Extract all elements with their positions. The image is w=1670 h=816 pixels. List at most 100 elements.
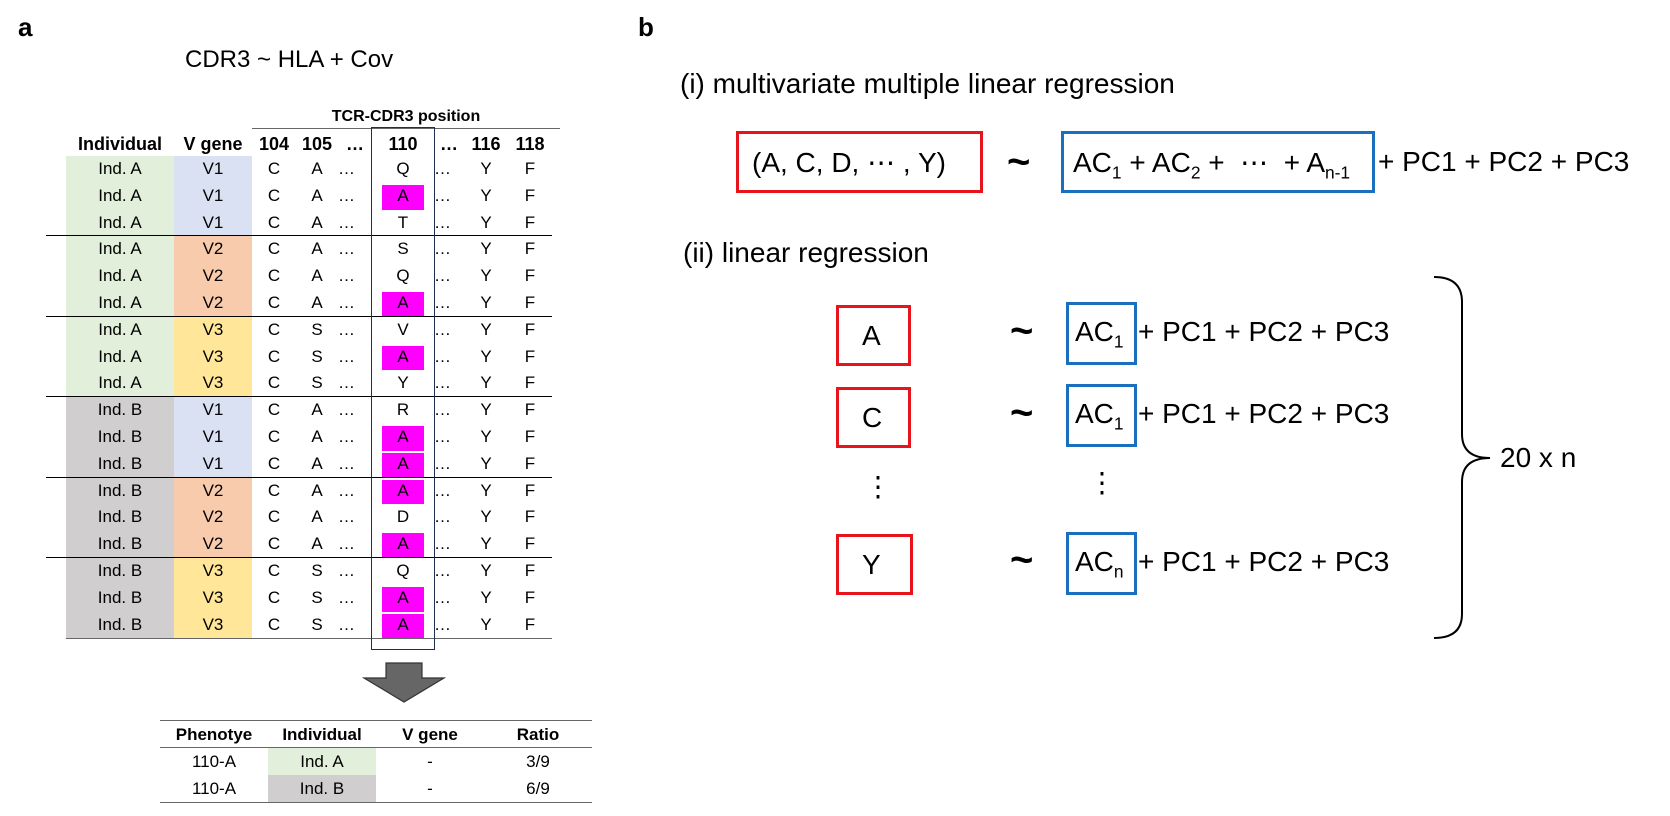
table-cell: A [372,183,434,210]
lr-predictor-box-a [1066,302,1137,365]
residue-cell: … [338,212,355,232]
table-cell: Y [464,290,508,317]
table-cell: V3 [174,370,252,398]
table-cell: V [372,317,434,344]
table-cell: Ind. B [66,611,174,639]
table-cell: A [296,236,338,263]
table-cell: Y [464,531,508,558]
table-cell: V3 [174,584,252,613]
table-cell: … [434,156,464,183]
residue-cell: C [267,159,281,178]
residue-cell: A [397,534,409,554]
lr-covariates-c: + PC1 + PC2 + PC3 [1138,398,1390,429]
table-cell: S [296,344,338,371]
residue-cell: F [524,319,536,339]
table-cell: … [338,183,372,210]
table-cell: … [434,504,464,531]
individual-cell: Ind. A [98,319,142,339]
residue-cell: … [434,507,451,527]
table-cell: C [252,612,296,639]
table-cell: … [434,424,464,451]
residue-cell: C [267,346,281,366]
individual-cell: Ind. A [98,159,142,178]
residue-cell: A [311,239,323,259]
residue-cell: F [524,373,536,393]
summary-header: Ratio [516,725,560,744]
table-cell: C [252,156,296,183]
table-cell: Q [372,263,434,290]
group-divider [46,235,552,237]
table-cell: V2 [174,263,252,291]
table-cell: Y [464,317,508,344]
group-divider [46,315,552,317]
residue-cell: Y [480,427,492,446]
residue-cell: Y [480,212,492,232]
table-cell: C [252,370,296,397]
residue-cell: A [397,587,409,607]
table-cell: Y [464,451,508,478]
residue-cell: … [434,266,451,286]
residue-cell: C [267,427,281,446]
residue-cell: C [267,614,281,634]
predictor-box [1061,131,1375,193]
residue-cell: Y [480,614,492,634]
individual-cell: Ind. A [98,185,142,205]
table-cell: A [372,290,434,317]
table-cell: C [252,478,296,505]
individual-cell: Ind. A [98,346,142,366]
residue-cell: … [338,400,355,420]
predictor-terms: AC1 + AC2 + ⋯ + An-1 [1073,147,1351,183]
table-cell: A [296,478,338,505]
individual-cell: Ind. B [97,614,143,634]
table-cell: A [372,531,434,558]
individual-cell: Ind. B [97,453,143,473]
residue-cell: C [267,266,281,286]
residue-cell: Y [480,293,492,312]
table-cell: … [434,558,464,585]
table-cell: S [372,236,434,263]
table-cell: … [338,451,372,478]
group-divider [46,476,552,478]
table-cell: S [296,558,338,585]
table-cell: C [252,183,296,210]
residue-cell: F [524,453,536,473]
residue-cell: F [524,293,536,312]
individual-cell: Ind. B [97,480,143,500]
table-cell: V2 [174,504,252,532]
table-cell: Y [464,263,508,290]
table-cell: A [296,531,338,558]
v-gene-cell: V3 [202,614,224,634]
table-cell: A [372,612,434,639]
table-cell: … [338,504,372,531]
table-cell: V1 [174,450,252,479]
v-gene-cell: V3 [202,319,224,339]
individual-cell: Ind. B [97,400,143,420]
summary-cell: - [427,779,433,798]
summary-top-rule [160,720,592,721]
down-arrow-icon [362,662,446,703]
table-cell: … [338,558,372,585]
response-vector-box [736,131,983,193]
column-header: … [440,134,458,154]
table-cell: Y [464,478,508,505]
table-cell: … [338,531,372,558]
residue-cell: C [267,480,281,500]
highlight-mark [382,533,424,558]
table-cell: … [338,263,372,290]
table-cell: Ind. A [66,156,174,184]
covariates-mv: + PC1 + PC2 + PC3 [1378,146,1630,177]
position-header-rule [252,128,560,129]
table-cell: Ind. A [66,182,174,211]
summary-cell: Ind. B [268,775,376,802]
residue-cell: A [311,212,323,232]
residue-cell: … [338,159,355,178]
v-gene-cell: V3 [202,561,224,580]
table-cell: … [434,370,464,397]
lr-predictor-a: AC1 [1075,316,1124,352]
residue-cell: Y [480,507,492,527]
v-gene-cell: V2 [202,266,224,286]
residue-cell: C [267,453,281,473]
table-cell: A [372,451,434,478]
individual-cell: Ind. B [97,561,143,580]
table-cell: C [252,424,296,451]
